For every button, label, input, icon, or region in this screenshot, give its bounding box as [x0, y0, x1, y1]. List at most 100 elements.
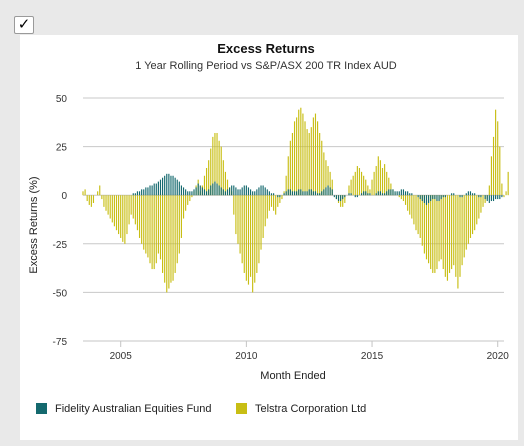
bar-telstra	[419, 195, 421, 238]
bar-telstra	[174, 195, 176, 273]
grid-lines	[83, 97, 504, 293]
bar-telstra	[296, 117, 298, 196]
bar-telstra	[256, 195, 258, 273]
bar-fund	[490, 195, 492, 202]
bar-telstra	[289, 140, 291, 196]
bar-telstra	[105, 195, 107, 211]
x-tick-label: 2010	[235, 351, 258, 362]
bar-fund	[377, 191, 379, 196]
bar-fund	[474, 193, 476, 196]
bar-telstra	[314, 113, 317, 196]
bar-fund	[189, 191, 191, 196]
bar-fund	[459, 195, 461, 198]
bar-fund	[392, 189, 394, 196]
bar-fund	[497, 195, 499, 200]
bar-fund	[172, 175, 174, 196]
y-tick-label: -25	[53, 240, 68, 251]
bar-fund	[407, 191, 409, 196]
bar-fund	[134, 193, 136, 196]
bar-telstra	[281, 195, 283, 200]
bar-telstra	[191, 195, 193, 198]
bar-telstra	[331, 179, 333, 196]
bar-telstra	[344, 195, 346, 203]
bar-fund	[428, 195, 430, 203]
bar-telstra	[212, 136, 214, 196]
bar-fund	[430, 195, 432, 202]
bar-fund	[235, 187, 237, 196]
bar-telstra	[254, 195, 256, 283]
bar-fund	[256, 189, 258, 196]
bar-telstra	[130, 195, 132, 215]
bar-fund	[264, 187, 266, 196]
bar-telstra	[478, 195, 480, 219]
bar-fund	[170, 175, 172, 196]
bar-telstra	[476, 195, 478, 225]
bar-telstra	[482, 195, 484, 207]
bar-fund	[402, 189, 405, 196]
bar-fund	[162, 177, 164, 196]
bar-telstra	[118, 195, 120, 235]
bar-fund	[432, 195, 434, 200]
bar-fund	[195, 187, 197, 196]
bar-fund	[306, 191, 308, 196]
bar-telstra	[369, 189, 371, 196]
bar-telstra	[467, 195, 469, 244]
bar-telstra	[283, 191, 285, 196]
bar-fund	[174, 177, 176, 196]
bar-telstra	[310, 127, 312, 196]
bar-telstra	[187, 195, 189, 205]
bar-telstra	[425, 195, 428, 260]
bar-telstra	[203, 175, 206, 196]
bar-fund	[444, 195, 446, 198]
bar-telstra	[381, 167, 384, 196]
bar-telstra	[220, 146, 222, 196]
bar-fund	[149, 185, 151, 196]
bar-telstra	[113, 195, 115, 227]
bar-fund	[340, 195, 342, 202]
bar-telstra	[421, 195, 423, 246]
bar-telstra	[243, 195, 245, 273]
bar-telstra	[147, 195, 149, 258]
bar-fund	[467, 191, 469, 196]
bar-telstra	[440, 195, 442, 260]
bar-telstra	[300, 107, 302, 196]
bar-fund	[499, 195, 501, 200]
bar-telstra	[166, 195, 168, 293]
bar-telstra	[109, 195, 111, 219]
bar-fund	[153, 183, 155, 196]
x-axis-ticks: 2005 2010 2015 2020	[110, 341, 510, 362]
bar-fund	[317, 193, 319, 196]
bar-telstra	[185, 195, 187, 211]
bar-fund	[419, 195, 421, 200]
bar-fund	[350, 193, 352, 196]
bar-telstra	[239, 195, 241, 254]
x-tick-label: 2005	[110, 351, 133, 362]
bar-fund	[237, 189, 239, 196]
bar-fund	[411, 193, 413, 196]
bar-telstra	[350, 179, 352, 196]
bar-fund	[262, 185, 264, 196]
legend-item-fund[interactable]: Fidelity Australian Equities Fund	[36, 403, 212, 415]
bar-telstra	[141, 195, 143, 244]
bar-telstra	[444, 195, 446, 277]
bar-telstra	[417, 195, 419, 235]
bar-fund	[132, 193, 134, 196]
bar-fund	[379, 191, 381, 196]
bar-telstra	[157, 195, 159, 254]
bar-telstra	[138, 195, 141, 238]
bar-telstra	[92, 195, 95, 203]
bar-telstra	[233, 195, 235, 215]
bar-fund	[226, 189, 229, 196]
bar-fund	[461, 195, 463, 198]
bar-fund	[471, 193, 474, 196]
legend-item-telstra[interactable]: Telstra Corporation Ltd	[236, 403, 366, 415]
toggle-checkbox[interactable]: ✓	[14, 16, 34, 34]
bar-telstra	[453, 195, 455, 266]
legend-swatch-fund	[36, 403, 47, 414]
bar-telstra	[111, 195, 113, 223]
bar-fund	[285, 191, 287, 196]
bar-telstra	[115, 195, 118, 231]
bar-telstra	[490, 156, 492, 196]
bar-fund	[312, 191, 314, 196]
x-tick-label: 2020	[487, 351, 510, 362]
